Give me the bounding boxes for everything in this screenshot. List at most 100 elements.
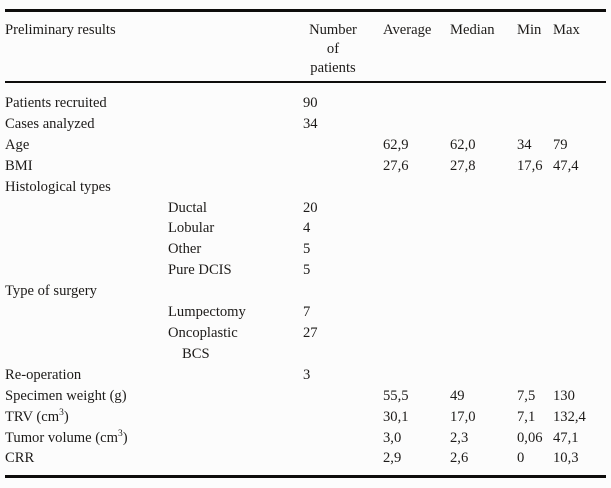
cell-max (553, 218, 606, 239)
cell-max (553, 365, 606, 386)
table-row: Other 5 (5, 239, 606, 260)
header-average: Average (383, 22, 432, 38)
row-sublabel: Pure DCIS (168, 262, 232, 279)
cell-average: 27,6 (383, 157, 409, 174)
cell-median (450, 93, 517, 114)
row-label: TRV (cm3) (5, 407, 69, 425)
cell-n-patients: 3 (303, 366, 311, 383)
row-sublabel (168, 281, 303, 302)
cell-max: 47,1 (553, 429, 579, 446)
table-row: BMI 27,6 27,8 17,6 47,4 (5, 156, 606, 177)
table-row: Pure DCIS 5 (5, 260, 606, 281)
cell-min (517, 198, 553, 219)
table-row: Oncoplastic BCS 27 (5, 323, 606, 365)
cell-n-patients (303, 428, 383, 449)
row-sublabel (168, 114, 303, 135)
cell-median (450, 281, 517, 302)
cell-average: 3,0 (383, 429, 402, 446)
row-label: Specimen weight (g) (5, 387, 127, 404)
table-row: Histological types (5, 177, 606, 198)
cell-median (450, 323, 517, 365)
cell-n-patients: 7 (303, 304, 311, 321)
row-sublabel: Oncoplastic BCS (168, 324, 238, 362)
cell-max: 132,4 (553, 408, 586, 425)
cell-n-patients: 5 (303, 262, 311, 279)
cell-n-patients: 4 (303, 220, 311, 237)
table-row: Patients recruited 90 (5, 93, 606, 114)
row-label: Histological types (5, 178, 111, 195)
cell-min (517, 239, 553, 260)
cell-average: 2,9 (383, 450, 402, 467)
cell-median: 2,3 (450, 429, 469, 446)
row-label (5, 323, 168, 365)
cell-median (450, 239, 517, 260)
table-row: Ductal 20 (5, 198, 606, 219)
row-sublabel (168, 93, 303, 114)
cell-max: 130 (553, 387, 575, 404)
row-sublabel (168, 448, 303, 469)
cell-median: 27,8 (450, 157, 476, 174)
cell-average: 30,1 (383, 408, 409, 425)
row-label (5, 198, 168, 219)
cell-median: 49 (450, 387, 465, 404)
cell-max: 10,3 (553, 450, 579, 467)
cell-max (553, 177, 606, 198)
row-sublabel (168, 407, 303, 428)
row-label: Cases analyzed (5, 115, 95, 132)
cell-median (450, 114, 517, 135)
cell-min (517, 365, 553, 386)
row-sublabel: Lumpectomy (168, 304, 246, 321)
header-preliminary-results: Preliminary results (5, 22, 116, 38)
row-label (5, 302, 168, 323)
cell-max: 47,4 (553, 157, 579, 174)
cell-average (383, 218, 450, 239)
cell-median (450, 218, 517, 239)
cell-average (383, 93, 450, 114)
table-row: Re-operation 3 (5, 365, 606, 386)
cell-average: 55,5 (383, 387, 409, 404)
row-label (5, 260, 168, 281)
header-number-of-patients-label: Number of patients (309, 22, 357, 76)
cell-average (383, 365, 450, 386)
cell-n-patients: 20 (303, 199, 318, 216)
row-label: CRR (5, 450, 35, 467)
cell-n-patients (303, 177, 383, 198)
cell-median (450, 260, 517, 281)
row-label: Tumor volume (cm3) (5, 428, 128, 446)
cell-average (383, 177, 450, 198)
header-min: Min (517, 22, 542, 38)
row-label (5, 239, 168, 260)
cell-n-patients: 34 (303, 115, 318, 132)
row-label (5, 218, 168, 239)
row-label: Age (5, 136, 30, 153)
table-row: Lumpectomy 7 (5, 302, 606, 323)
cell-min (517, 323, 553, 365)
table-row: Age 62,9 62,0 34 79 (5, 135, 606, 156)
row-sublabel (168, 135, 303, 156)
cell-n-patients (303, 281, 383, 302)
cell-n-patients (303, 135, 383, 156)
cell-average (383, 302, 450, 323)
row-label: BMI (5, 157, 33, 174)
row-sublabel: Ductal (168, 199, 207, 216)
cell-n-patients (303, 407, 383, 428)
table-row: Specimen weight (g) 55,5 49 7,5 130 (5, 386, 606, 407)
row-label: Type of surgery (5, 283, 97, 300)
cell-n-patients: 90 (303, 95, 318, 111)
header-max: Max (553, 22, 580, 38)
table-row: Tumor volume (cm3) 3,0 2,3 0,06 47,1 (5, 428, 606, 449)
cell-min: 7,1 (517, 408, 536, 425)
table-row: TRV (cm3) 30,1 17,0 7,1 132,4 (5, 407, 606, 428)
cell-average (383, 114, 450, 135)
cell-max (553, 114, 606, 135)
cell-n-patients: 5 (303, 241, 311, 258)
cell-n-patients (303, 156, 383, 177)
row-sublabel (168, 365, 303, 386)
cell-min: 34 (517, 136, 532, 153)
cell-min (517, 114, 553, 135)
cell-median: 17,0 (450, 408, 476, 425)
cell-median (450, 302, 517, 323)
table-header-row: Preliminary results Number of patients A… (5, 12, 606, 83)
cell-median: 62,0 (450, 136, 476, 153)
